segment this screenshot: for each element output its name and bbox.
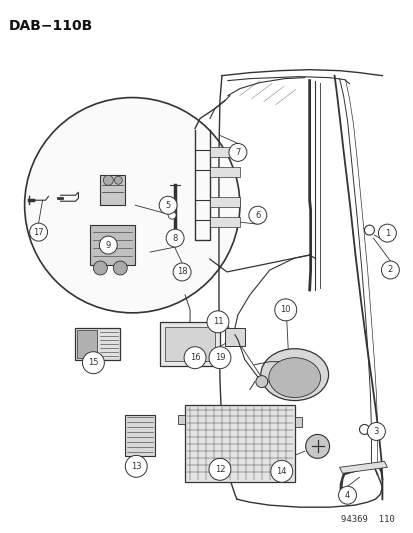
Text: 15: 15 xyxy=(88,358,98,367)
Polygon shape xyxy=(90,225,135,265)
Text: 6: 6 xyxy=(254,211,260,220)
Polygon shape xyxy=(294,417,301,427)
Circle shape xyxy=(209,347,230,369)
Circle shape xyxy=(166,229,184,247)
Circle shape xyxy=(363,225,373,235)
Circle shape xyxy=(113,261,127,275)
FancyBboxPatch shape xyxy=(75,328,120,360)
FancyBboxPatch shape xyxy=(160,322,219,366)
Text: 1: 1 xyxy=(384,229,389,238)
Circle shape xyxy=(93,261,107,275)
Text: 12: 12 xyxy=(214,465,225,474)
Text: 2: 2 xyxy=(387,265,392,274)
Text: 8: 8 xyxy=(172,233,177,243)
Circle shape xyxy=(206,311,228,333)
Circle shape xyxy=(184,347,206,369)
Circle shape xyxy=(168,211,176,219)
Polygon shape xyxy=(100,175,125,205)
Text: 13: 13 xyxy=(131,462,141,471)
Circle shape xyxy=(358,424,368,434)
Circle shape xyxy=(338,486,356,504)
Ellipse shape xyxy=(260,349,328,400)
Circle shape xyxy=(24,98,239,313)
Text: 19: 19 xyxy=(214,353,225,362)
Circle shape xyxy=(114,176,122,184)
Text: 18: 18 xyxy=(176,268,187,277)
Circle shape xyxy=(159,196,177,214)
Text: 4: 4 xyxy=(344,491,349,500)
Text: DAB−110B: DAB−110B xyxy=(9,19,93,33)
FancyBboxPatch shape xyxy=(77,330,97,358)
Circle shape xyxy=(103,175,113,185)
FancyBboxPatch shape xyxy=(165,327,214,361)
Circle shape xyxy=(255,376,267,387)
Polygon shape xyxy=(209,167,239,177)
Circle shape xyxy=(367,423,385,440)
Circle shape xyxy=(209,458,230,480)
Text: 10: 10 xyxy=(280,305,290,314)
Circle shape xyxy=(248,206,266,224)
FancyBboxPatch shape xyxy=(125,415,155,456)
Text: 3: 3 xyxy=(373,427,378,436)
Polygon shape xyxy=(209,217,239,227)
Text: 17: 17 xyxy=(33,228,44,237)
Circle shape xyxy=(82,352,104,374)
Polygon shape xyxy=(339,462,387,473)
Circle shape xyxy=(99,236,117,254)
Text: 5: 5 xyxy=(165,201,170,209)
Text: 94369  110: 94369 110 xyxy=(340,515,394,524)
Circle shape xyxy=(228,143,246,161)
Ellipse shape xyxy=(268,358,320,398)
Circle shape xyxy=(29,223,47,241)
Circle shape xyxy=(125,455,147,477)
Circle shape xyxy=(270,461,292,482)
Polygon shape xyxy=(209,197,239,207)
Circle shape xyxy=(274,299,296,321)
FancyBboxPatch shape xyxy=(224,328,244,346)
Polygon shape xyxy=(209,148,239,157)
Circle shape xyxy=(377,224,395,242)
Text: 9: 9 xyxy=(105,240,111,249)
Text: 16: 16 xyxy=(189,353,200,362)
Circle shape xyxy=(305,434,329,458)
Circle shape xyxy=(173,263,190,281)
Polygon shape xyxy=(178,415,185,424)
Text: 11: 11 xyxy=(212,317,223,326)
FancyBboxPatch shape xyxy=(185,405,294,482)
Text: 7: 7 xyxy=(235,148,240,157)
Circle shape xyxy=(380,261,399,279)
Text: 14: 14 xyxy=(276,467,286,476)
